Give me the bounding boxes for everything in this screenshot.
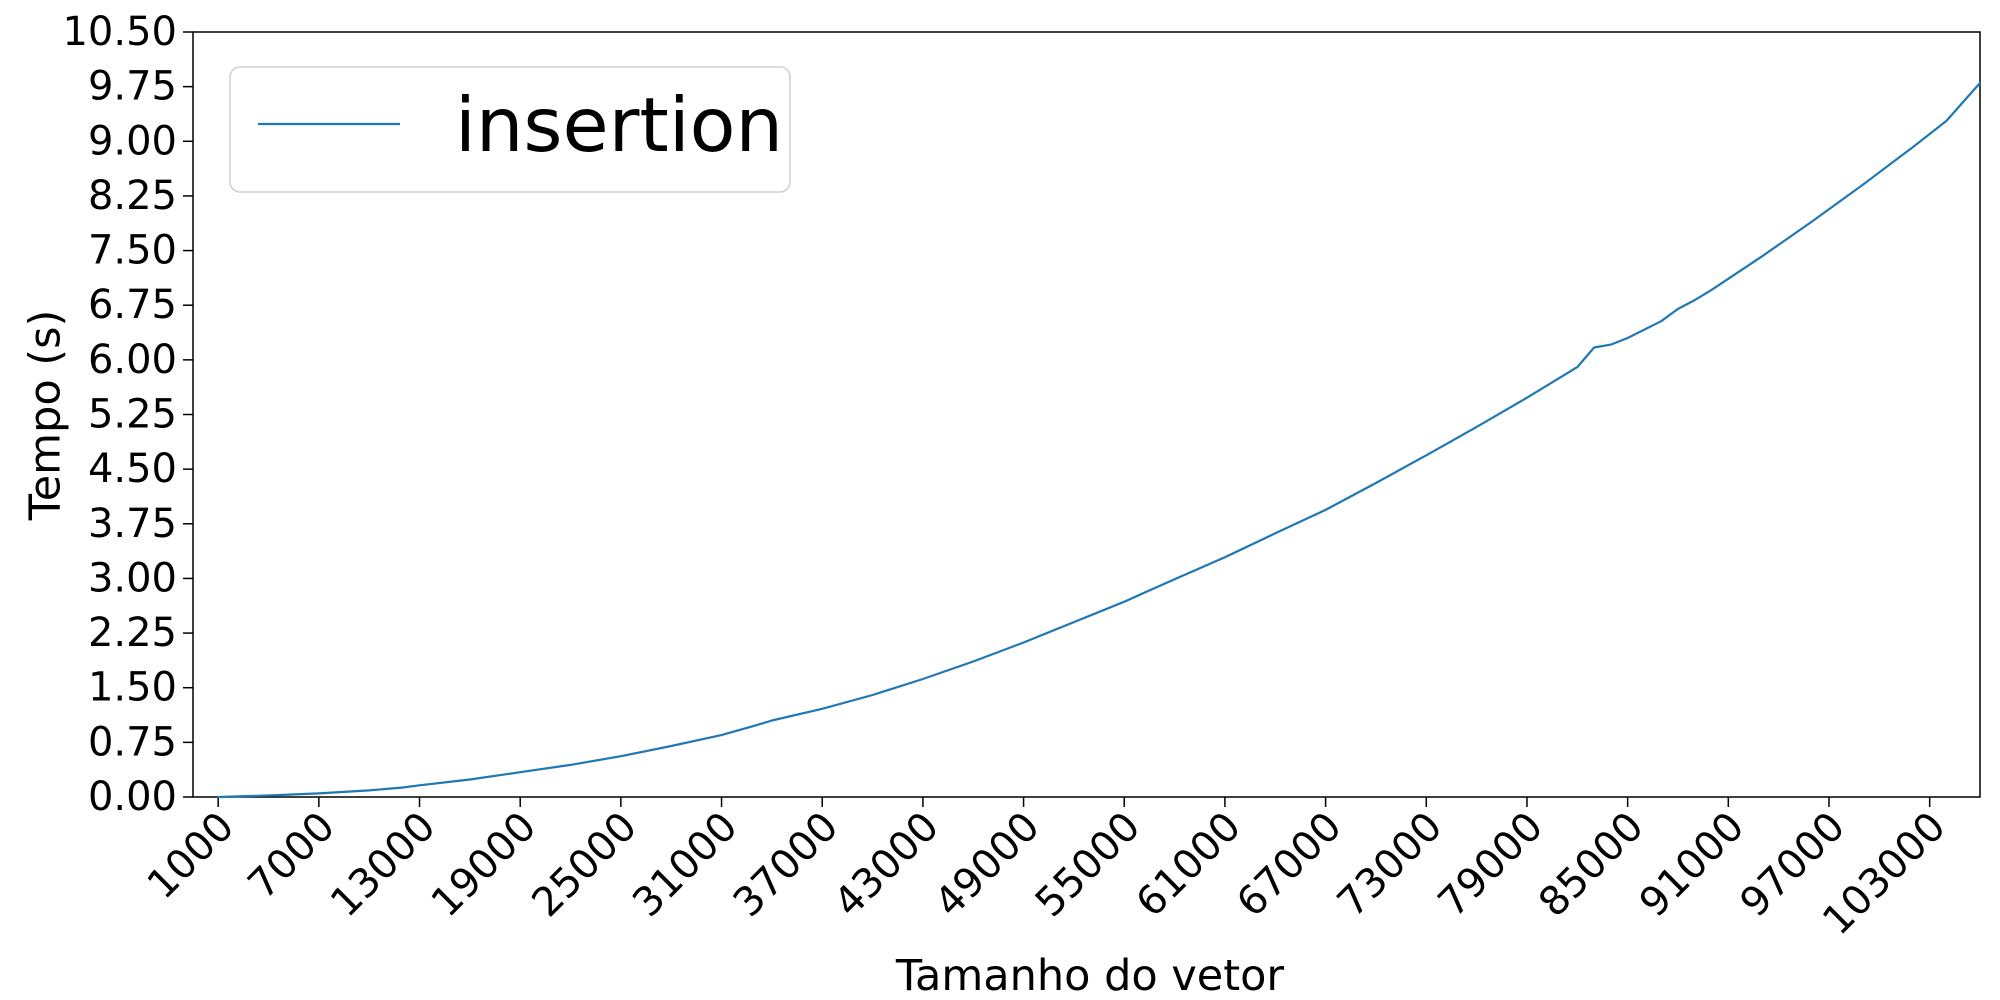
y-axis-title: Tempo (s) bbox=[21, 310, 71, 522]
legend: insertion bbox=[229, 66, 791, 193]
legend-label: insertion bbox=[455, 81, 783, 169]
y-tick-label: 8.25 bbox=[88, 173, 177, 219]
y-tick-label: 5.25 bbox=[88, 392, 177, 438]
x-tick-label: 19000 bbox=[423, 804, 546, 927]
x-tick-label: 13000 bbox=[322, 804, 445, 927]
y-tick-label: 3.00 bbox=[88, 555, 177, 601]
x-tick-label: 55000 bbox=[1027, 804, 1150, 927]
x-tick-label: 43000 bbox=[825, 804, 948, 927]
x-tick-label: 67000 bbox=[1228, 804, 1351, 927]
y-tick-label: 9.75 bbox=[88, 64, 177, 110]
y-tick-label: 6.00 bbox=[88, 337, 177, 383]
x-tick-label: 73000 bbox=[1329, 804, 1452, 927]
x-axis-title: Tamanho do vetor bbox=[895, 951, 1285, 1000]
x-tick-label: 79000 bbox=[1430, 804, 1553, 927]
series-line-insertion bbox=[217, 81, 1982, 799]
x-tick-label: 37000 bbox=[725, 804, 848, 927]
y-axis: 0.00 0.75 1.50 2.25 3.00 3.75 4.50 5.25 6.00 6.75… bbox=[62, 9, 193, 820]
y-tick-label: 1.50 bbox=[88, 665, 177, 711]
y-tick-label: 0.75 bbox=[88, 719, 177, 765]
x-tick-label: 61000 bbox=[1127, 804, 1250, 927]
y-tick-label: 2.25 bbox=[88, 610, 177, 656]
y-tick-label: 9.00 bbox=[88, 118, 177, 164]
y-tick-label: 3.75 bbox=[88, 501, 177, 547]
x-tick-label: 91000 bbox=[1631, 804, 1754, 927]
x-tick-label: 31000 bbox=[624, 804, 747, 927]
y-tick-label: 0.00 bbox=[88, 774, 177, 820]
y-tick-label: 10.50 bbox=[62, 9, 177, 55]
y-tick-label: 4.50 bbox=[88, 446, 177, 492]
legend-frame bbox=[229, 66, 791, 193]
x-axis: 1000700013000190002500031000370004300049… bbox=[139, 797, 1955, 944]
y-tick-label: 6.75 bbox=[88, 282, 177, 328]
y-tick-label: 7.50 bbox=[88, 228, 177, 274]
x-tick-label: 25000 bbox=[523, 804, 646, 927]
x-tick-label: 49000 bbox=[926, 804, 1049, 927]
series-lines bbox=[217, 81, 1982, 799]
x-tick-label: 85000 bbox=[1530, 804, 1653, 927]
